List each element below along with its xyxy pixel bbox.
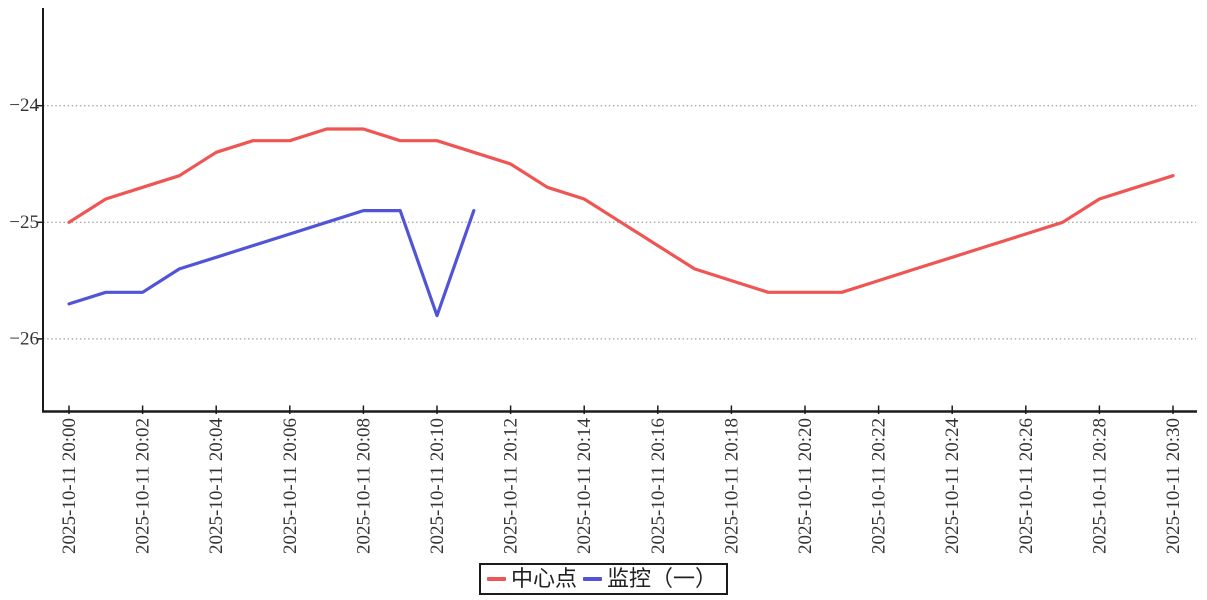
x-tick-label: 2025-10-11 20:22	[869, 418, 890, 554]
x-tick-label: 2025-10-11 20:04	[206, 418, 227, 554]
series-line-1	[67, 209, 476, 318]
y-tick-label: −26	[9, 328, 39, 349]
legend: 中心点 监控（一）	[0, 563, 1207, 595]
x-tick-label: 2025-10-11 20:18	[721, 418, 742, 554]
x-tick-label: 2025-10-11 20:02	[133, 418, 154, 554]
x-tick-label: 2025-10-11 20:20	[795, 418, 816, 554]
legend-swatch-center-point	[486, 577, 506, 581]
legend-label-monitor-1: 监控（一）	[607, 566, 718, 591]
x-tick-label: 2025-10-11 20:08	[353, 418, 374, 554]
legend-box: 中心点 监控（一）	[478, 563, 729, 595]
x-tick-label: 2025-10-11 20:00	[59, 418, 80, 554]
y-tick-label: −25	[9, 212, 39, 233]
legend-swatch-monitor-1	[583, 577, 602, 581]
x-tick-label: 2025-10-11 20:14	[574, 418, 595, 554]
legend-label-center-point: 中心点	[510, 566, 577, 591]
x-tick-label: 2025-10-11 20:12	[501, 418, 522, 554]
series-line-0	[67, 127, 1175, 294]
x-tick-label: 2025-10-11 20:10	[427, 418, 448, 554]
x-tick-label: 2025-10-11 20:28	[1089, 418, 1110, 554]
x-tick-label: 2025-10-11 20:24	[942, 418, 963, 554]
x-tick-label: 2025-10-11 20:06	[280, 418, 301, 554]
x-tick-label: 2025-10-11 20:30	[1163, 418, 1184, 554]
x-tick-label: 2025-10-11 20:16	[648, 418, 669, 554]
y-tick-label: −24	[9, 95, 39, 116]
x-tick-label: 2025-10-11 20:26	[1016, 418, 1037, 554]
